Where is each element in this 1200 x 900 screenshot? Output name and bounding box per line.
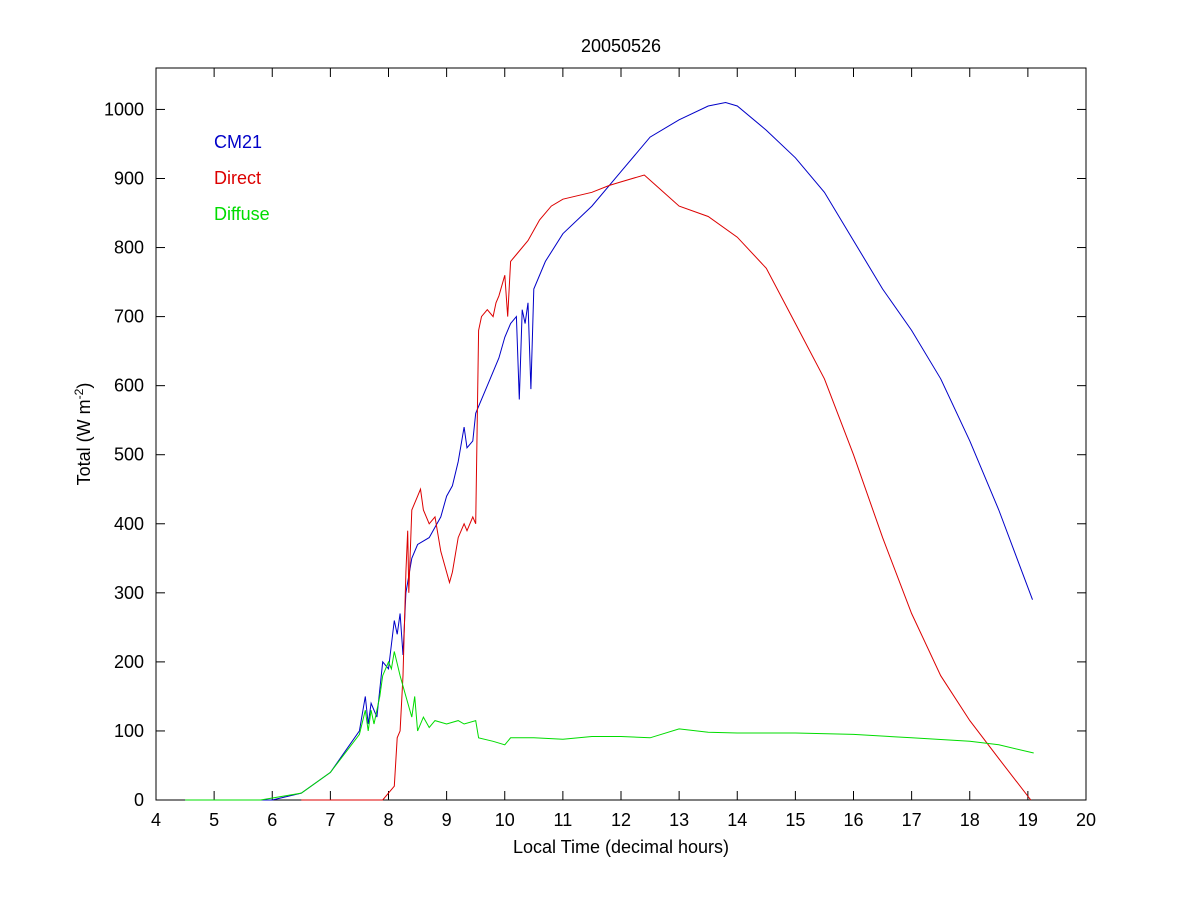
x-tick-label: 10 xyxy=(495,810,515,830)
x-tick-label: 16 xyxy=(843,810,863,830)
x-tick-label: 11 xyxy=(554,810,573,830)
legend-entry-direct: Direct xyxy=(214,168,261,188)
y-tick-label: 700 xyxy=(114,307,144,327)
y-tick-label: 300 xyxy=(114,583,144,603)
x-tick-label: 4 xyxy=(151,810,161,830)
axis-ticks: 4 5 6 7 8 9 10 11 12 13 14 15 16 17 18 19 20010020030040… xyxy=(104,68,1096,830)
y-axis-label-sup: -2 xyxy=(72,388,86,399)
y-tick-label: 1000 xyxy=(104,99,144,119)
x-tick-label: 6 xyxy=(267,810,277,830)
series-line-cm21 xyxy=(185,101,1033,801)
plot-area xyxy=(155,67,1087,801)
x-tick-label: 12 xyxy=(611,810,631,830)
y-tick-label: 100 xyxy=(114,721,144,741)
y-axis-label-main: Total (W m xyxy=(74,399,94,485)
x-tick-label: 13 xyxy=(669,810,689,830)
x-tick-label: 17 xyxy=(902,810,922,830)
series-lines xyxy=(185,101,1034,801)
y-tick-label: 500 xyxy=(114,445,144,465)
legend: CM21 Direct Diffuse xyxy=(214,132,270,224)
y-tick-label: 900 xyxy=(114,168,144,188)
x-tick-label: 9 xyxy=(442,810,452,830)
y-tick-label: 0 xyxy=(134,790,144,810)
y-tick-label: 600 xyxy=(114,376,144,396)
y-tick-label: 400 xyxy=(114,514,144,534)
x-tick-label: 18 xyxy=(960,810,980,830)
y-axis-label-end: ) xyxy=(74,383,94,389)
x-axis-label: Local Time (decimal hours) xyxy=(513,837,729,857)
x-tick-label: 7 xyxy=(325,810,335,830)
y-axis-label: Total (W m-2) xyxy=(72,383,94,486)
legend-entry-diffuse: Diffuse xyxy=(214,204,270,224)
x-tick-label: 15 xyxy=(785,810,805,830)
y-tick-label: 200 xyxy=(114,652,144,672)
y-tick-label: 800 xyxy=(114,238,144,258)
x-tick-label: 8 xyxy=(383,810,393,830)
x-tick-label: 5 xyxy=(209,810,219,830)
series-line-direct xyxy=(301,174,1032,801)
x-tick-label: 19 xyxy=(1018,810,1038,830)
chart-title: 20050526 xyxy=(581,36,661,56)
x-tick-label: 14 xyxy=(727,810,747,830)
legend-entry-cm21: CM21 xyxy=(214,132,262,152)
series-line-diffuse xyxy=(185,651,1034,801)
x-tick-label: 20 xyxy=(1076,810,1096,830)
